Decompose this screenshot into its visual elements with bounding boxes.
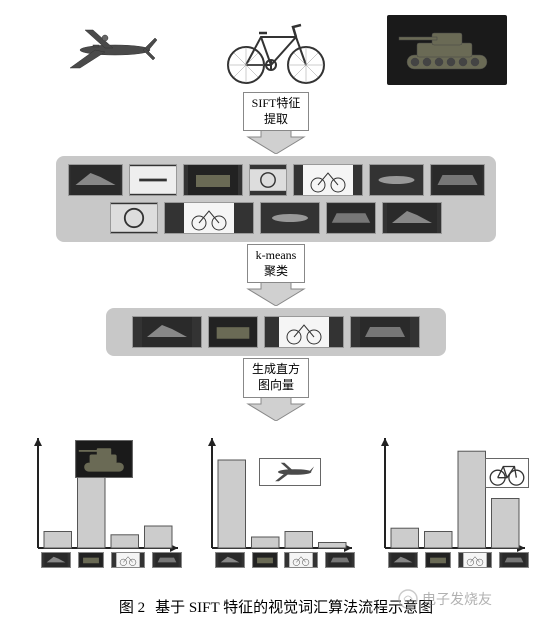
sift-patch [68, 164, 123, 196]
sift-patch [382, 202, 442, 234]
histogram-3 [367, 428, 532, 588]
caption-text: 基于 SIFT 特征的视觉词汇算法流程示意图 [155, 596, 433, 617]
kmeans-label: k-means 聚类 [247, 244, 306, 283]
cluster-patch [350, 316, 420, 348]
figure-caption: 图 2 基于 SIFT 特征的视觉词汇算法流程示意图 [119, 596, 433, 617]
histogram-inset-airplane [259, 458, 321, 486]
xlabel-patch [425, 552, 451, 568]
cluster-patches-box [106, 308, 446, 356]
sift-patch [164, 202, 254, 234]
xlabel-patch [215, 552, 245, 568]
sift-patch [249, 164, 287, 196]
histogram-xlabels [385, 552, 532, 568]
sift-patch [110, 202, 158, 234]
histogram-xlabels [212, 552, 359, 568]
histograms-row [20, 428, 532, 588]
down-arrow-icon [246, 129, 306, 154]
down-arrow-icon [246, 281, 306, 306]
sift-patch [369, 164, 424, 196]
arrow-kmeans: k-means 聚类 [246, 244, 306, 306]
sift-patch [326, 202, 376, 234]
cluster-patch [208, 316, 258, 348]
sift-patch [293, 164, 363, 196]
cluster-patch [264, 316, 344, 348]
sift-label: SIFT特征 提取 [243, 92, 310, 131]
down-arrow-icon [246, 396, 306, 421]
histogram-inset-tank [75, 440, 133, 478]
watermark-text: 电子发烧友 [422, 589, 492, 609]
xlabel-patch [252, 552, 278, 568]
xlabel-patch [78, 552, 104, 568]
xlabel-patch [284, 552, 318, 568]
xlabel-patch [111, 552, 145, 568]
xlabel-patch [499, 552, 529, 568]
tank-icon [397, 25, 497, 75]
histogram-2 [194, 428, 359, 588]
histogram-1 [20, 428, 185, 588]
xlabel-patch [152, 552, 182, 568]
input-images-row [20, 10, 532, 90]
bicycle-icon [221, 15, 331, 85]
arrow-sift: SIFT特征 提取 [243, 92, 310, 154]
sift-patch [183, 164, 243, 196]
sift-patches-box [56, 156, 496, 242]
patch-row-1 [68, 164, 485, 196]
arrow-histogram: 生成直方 图向量 [243, 358, 309, 420]
histogram-xlabels [38, 552, 185, 568]
input-airplane [45, 15, 165, 85]
watermark: 电子发烧友 [398, 589, 492, 609]
watermark-stamp-icon [398, 589, 418, 609]
sift-patch [430, 164, 485, 196]
figure-container: SIFT特征 提取 k-means 聚类 生成直方 图向量 [0, 0, 552, 637]
xlabel-patch [41, 552, 71, 568]
input-bicycle [216, 15, 336, 85]
cluster-row [132, 316, 420, 348]
airplane-icon [45, 20, 165, 80]
xlabel-patch [458, 552, 492, 568]
input-tank [387, 15, 507, 85]
cluster-patch [132, 316, 202, 348]
hist-label: 生成直方 图向量 [243, 358, 309, 397]
sift-patch [260, 202, 320, 234]
xlabel-patch [325, 552, 355, 568]
xlabel-patch [388, 552, 418, 568]
patch-row-2 [110, 202, 442, 234]
sift-patch [129, 164, 177, 196]
caption-prefix: 图 2 [119, 596, 145, 617]
histogram-inset-bicycle [485, 458, 529, 488]
